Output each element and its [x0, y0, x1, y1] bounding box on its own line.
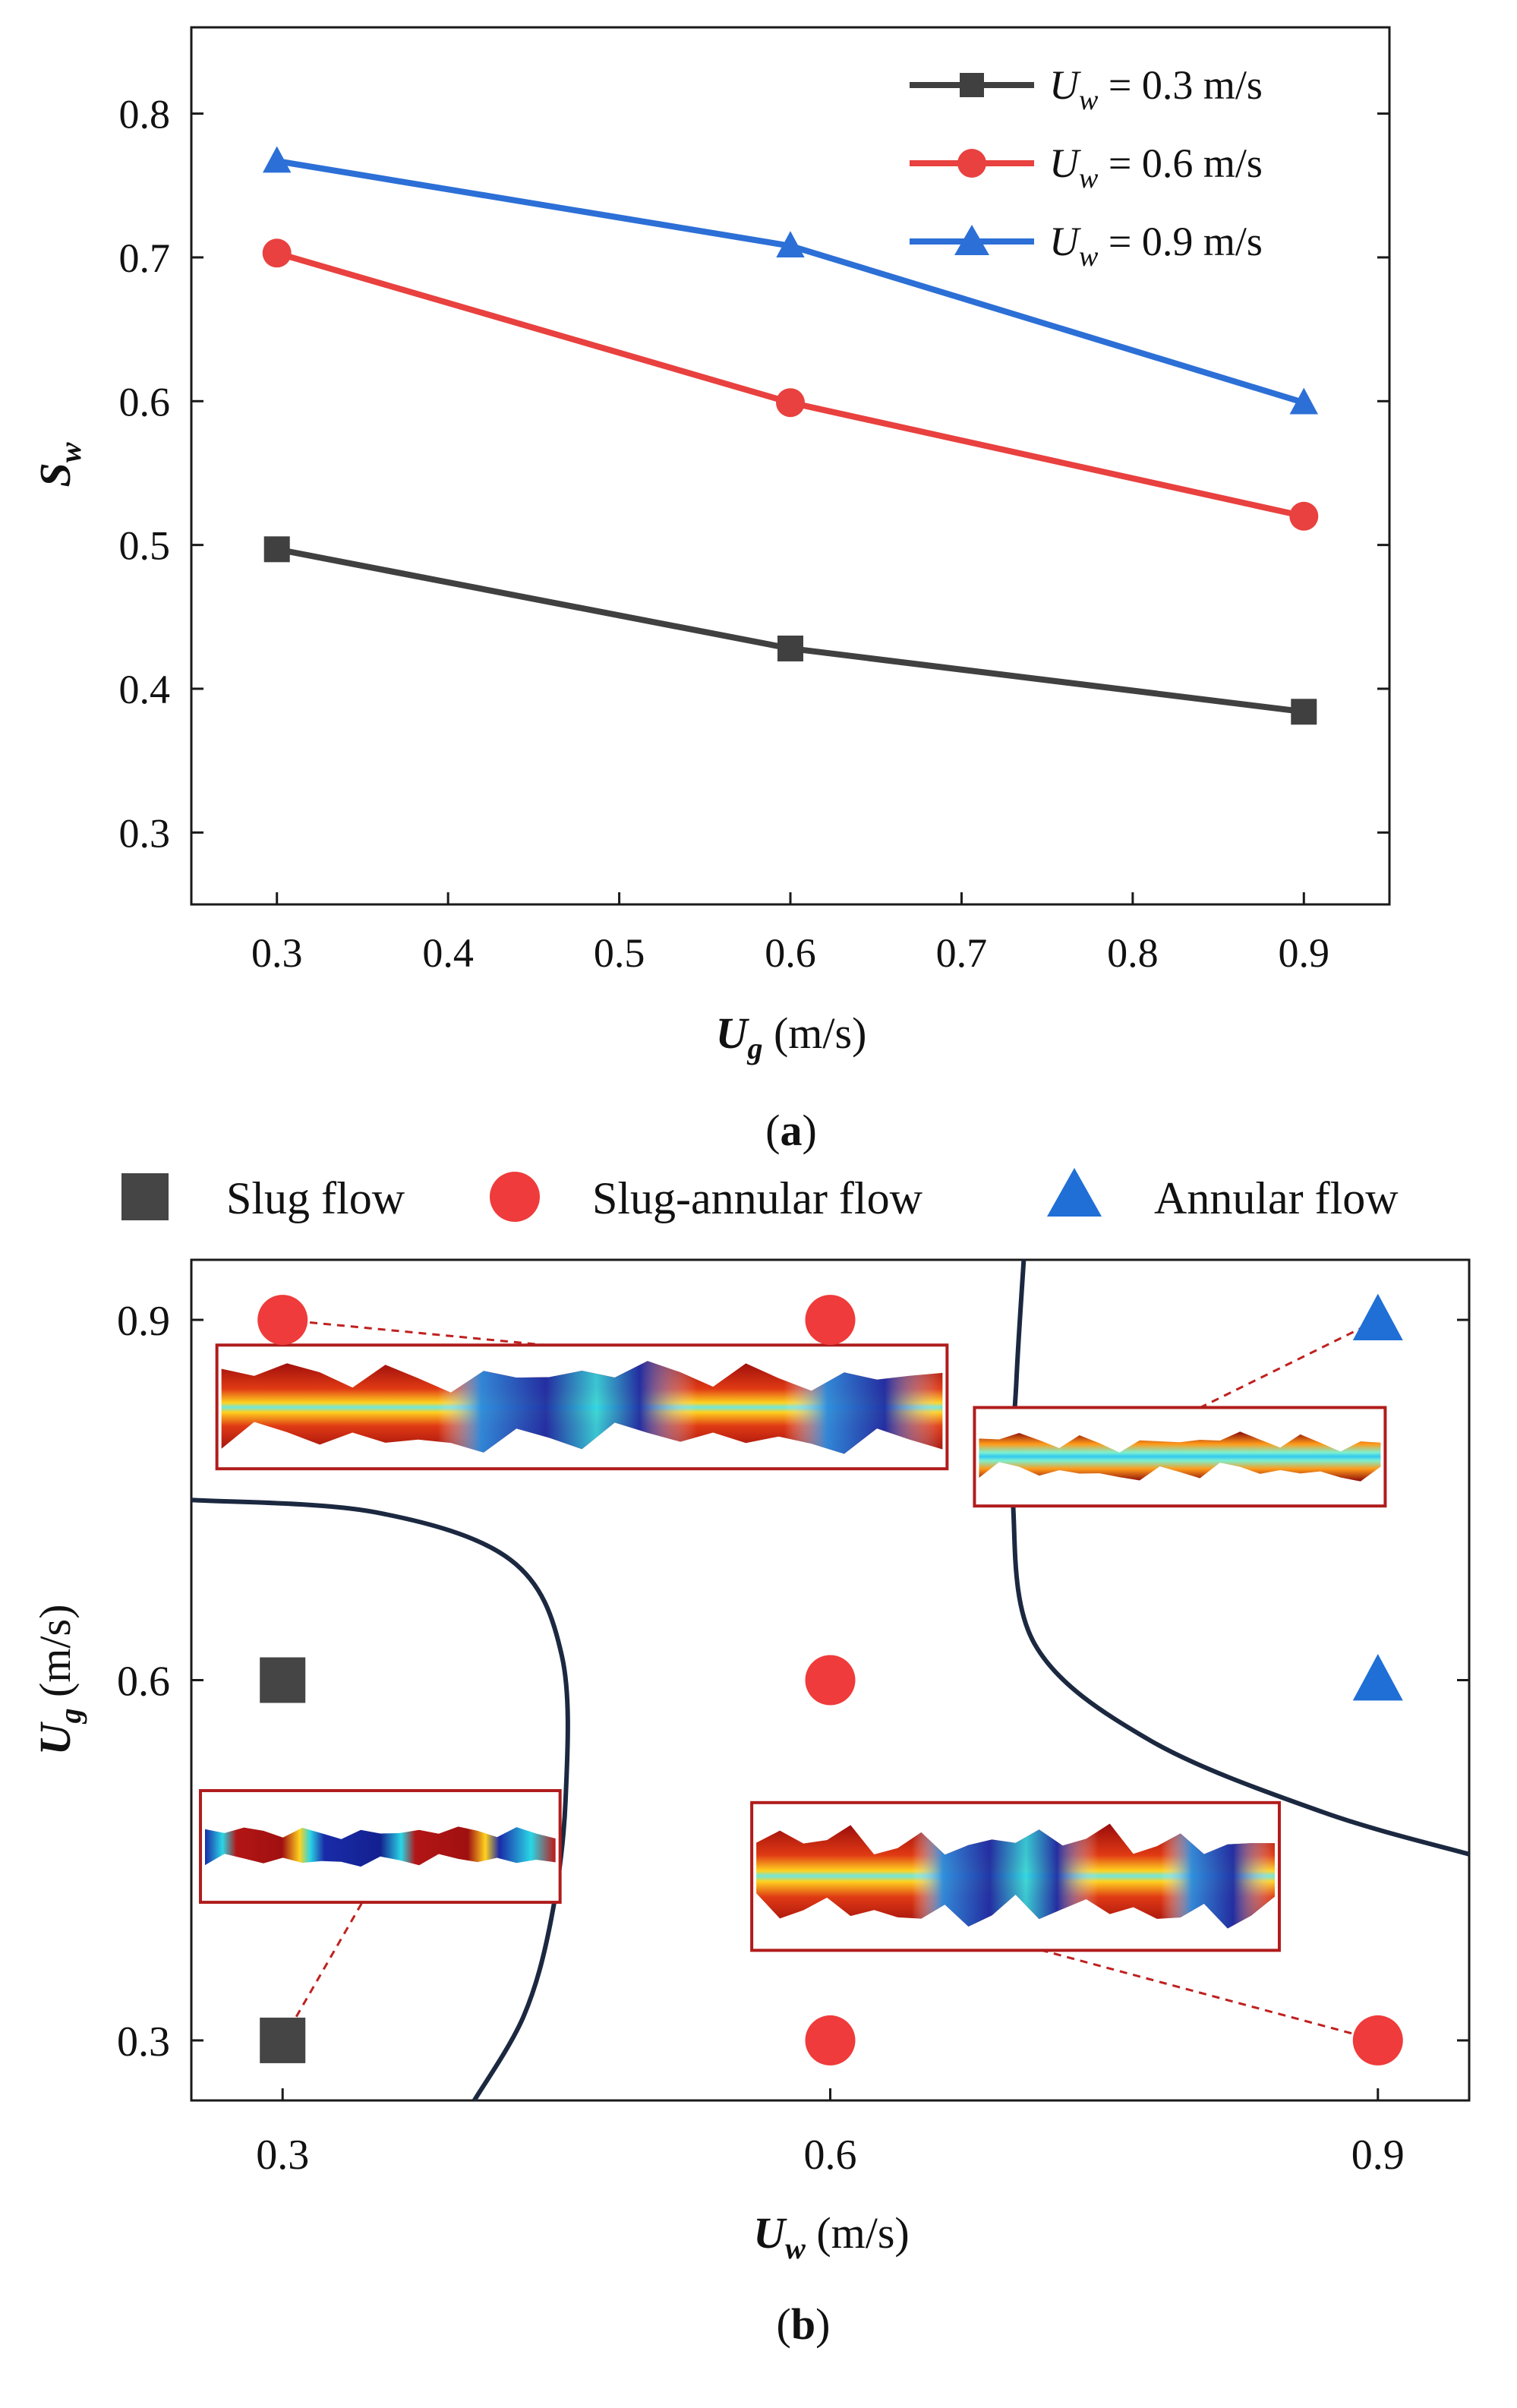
series-line [276, 546, 1304, 715]
panel-label-b: (b) [777, 2299, 831, 2349]
tick-marks-b [191, 1318, 1469, 2100]
y-tick-label: 0.3 [119, 810, 171, 856]
legend-marker-triangle [954, 225, 989, 255]
legend-entry-uw-0.3: Uw = 0.3 m/s [910, 62, 1263, 116]
point-circle [805, 1295, 856, 1346]
data-point-circle [1289, 501, 1319, 531]
legend-marker-slug-annular [490, 1172, 540, 1222]
data-point-square [777, 635, 803, 661]
panel-a-line-chart: 0.3 0.4 0.5 0.6 0.7 0.8 0.3 0.4 0.5 0.6 0.7 0.8 0.9… [30, 26, 1391, 1155]
series-line [276, 250, 1305, 519]
x-tick-label: 0.3 [256, 2132, 309, 2179]
legend-text-uw-0.6: Uw = 0.6 m/s [1049, 140, 1263, 194]
legend-entry-uw-0.9: Uw = 0.9 m/s [910, 219, 1263, 273]
y-tick-label: 0.3 [117, 2018, 170, 2066]
series-line [276, 158, 1305, 406]
slug-annular-boundary [191, 1498, 570, 2102]
legend-text-uw-0.9: Uw = 0.9 m/s [1049, 219, 1263, 273]
legend-marker-circle [957, 149, 986, 178]
flow-pattern-points [257, 1293, 1403, 2066]
inset-contour-band [205, 1826, 556, 1867]
y-tick-label: 0.8 [119, 92, 171, 137]
data-point-triangle [263, 146, 292, 173]
legend-marker-slug [121, 1173, 169, 1220]
series-group-a [262, 146, 1319, 725]
point-circle [805, 1655, 856, 1706]
point-circle [805, 2015, 856, 2066]
x-axis-label-b: Uw (m/s) [753, 2208, 910, 2265]
inset-slug-annular-top [215, 1343, 949, 1471]
inset-contour-overlay [756, 1823, 1275, 1929]
y-tick-label: 0.7 [119, 235, 171, 281]
y-axis-label-b: Ug (m/s) [30, 1605, 87, 1756]
x-tick-label: 0.4 [422, 930, 474, 976]
data-point-triangle [776, 231, 805, 258]
point-triangle [1352, 1654, 1403, 1701]
y-tick-label: 0.9 [117, 1298, 170, 1345]
regime-boundaries [191, 1259, 1470, 2102]
y-tick-label: 0.4 [119, 667, 171, 712]
series-square [263, 536, 1317, 725]
panel-b-flow-map: Slug flow Slug-annular flow Annular flow… [30, 1168, 1471, 2349]
y-axis-label-a: Sw [30, 442, 87, 487]
x-tick-labels-a: 0.3 0.4 0.5 0.6 0.7 0.8 0.9 [251, 930, 1329, 976]
annular-boundary [1009, 1259, 1470, 1857]
x-tick-label: 0.8 [1107, 930, 1159, 976]
inset-slug-annular-bottom [750, 1800, 1281, 1952]
y-tick-label: 0.6 [119, 379, 171, 424]
legend-text-slug-flow: Slug flow [226, 1173, 405, 1223]
x-tick-labels-b: 0.3 0.6 0.9 [256, 2132, 1405, 2179]
inset-leader-lines [281, 1318, 1379, 2042]
point-circle [1352, 2015, 1403, 2066]
legend-marker-square [960, 73, 984, 97]
panel-label-a: (a) [765, 1106, 817, 1155]
data-point-triangle [1289, 387, 1318, 415]
inset-annular [973, 1406, 1387, 1508]
series-circle [262, 238, 1319, 531]
y-tick-label: 0.5 [119, 523, 171, 569]
data-point-square [263, 536, 290, 563]
y-tick-labels-b: 0.3 0.6 0.9 [117, 1298, 170, 2066]
tick-marks-a [191, 112, 1389, 904]
point-triangle [1352, 1293, 1403, 1340]
inset-contour-overlay [221, 1361, 943, 1454]
legend-text-annular-flow: Annular flow [1154, 1173, 1399, 1223]
y-tick-label: 0.6 [117, 1658, 170, 1706]
y-tick-labels-a: 0.3 0.4 0.5 0.6 0.7 0.8 [119, 92, 171, 857]
x-tick-label: 0.6 [765, 930, 816, 976]
leader-line [1200, 1318, 1379, 1409]
legend-marker-annular [1047, 1168, 1102, 1217]
data-point-square [1291, 699, 1317, 725]
legend-entry-uw-0.6: Uw = 0.6 m/s [910, 140, 1263, 194]
leader-line [282, 1318, 546, 1346]
x-tick-label: 0.9 [1279, 930, 1330, 976]
data-point-circle [262, 238, 292, 268]
legend-b: Slug flow Slug-annular flow Annular flow [121, 1168, 1399, 1223]
x-tick-label: 0.5 [594, 930, 645, 976]
x-axis-label-a: Ug (m/s) [716, 1008, 867, 1065]
x-tick-label: 0.6 [804, 2132, 857, 2179]
flow-insets [199, 1343, 1387, 1952]
point-circle [257, 1295, 308, 1346]
point-square [260, 2017, 306, 2063]
x-tick-label: 0.7 [936, 930, 988, 976]
legend-text-uw-0.3: Uw = 0.3 m/s [1049, 62, 1263, 116]
point-square [260, 1657, 306, 1703]
x-tick-label: 0.9 [1351, 2132, 1405, 2179]
x-tick-label: 0.3 [251, 930, 303, 976]
leader-line [1041, 1949, 1379, 2042]
legend-text-slug-annular-flow: Slug-annular flow [592, 1173, 923, 1223]
inset-contour-band [979, 1431, 1381, 1482]
inset-slug [199, 1788, 562, 1905]
data-point-circle [776, 388, 805, 418]
series-triangle [263, 146, 1318, 415]
legend-a: Uw = 0.3 m/s Uw = 0.6 m/s Uw = 0.9 m/s [910, 62, 1263, 273]
